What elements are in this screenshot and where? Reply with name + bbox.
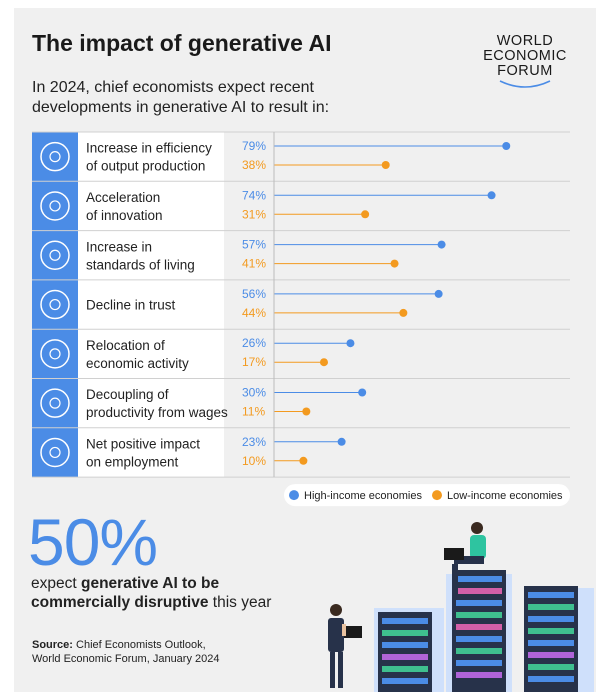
efficiency-icon: [40, 141, 70, 172]
legend-label: Low-income economies: [447, 490, 563, 502]
category-label: productivity from wages: [86, 405, 228, 420]
server-illustration: [328, 522, 594, 692]
legend-dot: [289, 490, 299, 501]
wages-icon: [40, 388, 70, 418]
logo-line-1: WORLD: [496, 33, 554, 49]
legend-label: High-income economies: [304, 490, 422, 502]
server-rack-left-icon: [378, 612, 432, 692]
value-label: 79%: [242, 139, 266, 153]
category-label: Increase in: [86, 239, 152, 254]
value-dot: [487, 191, 496, 200]
stat-post: this year: [208, 594, 272, 611]
value-dot: [502, 142, 511, 150]
category-label: Increase in efficiency: [86, 141, 212, 156]
category-label: of output production: [86, 159, 205, 174]
stat-description: expect generative AI to be commercially …: [31, 574, 311, 612]
category-label: Acceleration: [86, 190, 160, 205]
value-dot: [358, 388, 367, 397]
value-dot: [437, 240, 446, 249]
relocation-icon: [40, 339, 70, 369]
value-label: 17%: [242, 355, 266, 369]
living-standards-icon-inner: [49, 249, 61, 261]
value-dot: [399, 308, 408, 317]
page-title: The impact of generative AI: [32, 30, 332, 56]
value-dot: [390, 259, 399, 268]
value-label: 10%: [242, 454, 266, 468]
subtitle: In 2024, chief economists expect recent …: [32, 79, 330, 116]
innovation-icon-inner: [49, 200, 61, 212]
stat-pre: expect: [31, 575, 81, 592]
value-dot: [434, 289, 443, 298]
value-label: 26%: [242, 336, 266, 350]
value-dot: [299, 456, 308, 465]
server-rack-right-icon: [524, 586, 578, 692]
value-dot: [361, 210, 370, 219]
living-standards-icon: [40, 240, 70, 270]
infographic-card: The impact of generative AI In 2024, chi…: [14, 8, 596, 692]
standing-person-icon: [328, 604, 362, 688]
value-dot: [302, 407, 311, 416]
category-label: of innovation: [86, 208, 163, 223]
stat-bold: generative AI to be commercially disrupt…: [31, 575, 220, 611]
value-label: 31%: [242, 207, 266, 221]
source-note: Source: Chief Economists Outlook, World …: [32, 638, 220, 666]
server-rack-middle-icon: [452, 570, 506, 692]
logo-line-2: ECONOMIC: [483, 48, 567, 64]
source-line-2: World Economic Forum, January 2024: [32, 653, 220, 665]
source-label: Source:: [32, 639, 73, 651]
value-label: 11%: [242, 405, 265, 419]
value-dot: [319, 358, 328, 367]
logo-line-3: FORUM: [497, 63, 553, 79]
value-label: 57%: [242, 238, 266, 252]
category-label: Decoupling of: [86, 387, 169, 402]
innovation-icon: [40, 191, 70, 221]
category-label: Decline in trust: [86, 298, 176, 313]
dot-plot-chart: Increase in efficiency of output producti…: [32, 131, 570, 507]
big-stat-value: 50%: [28, 505, 158, 579]
sitting-person-icon: [444, 522, 486, 594]
value-label: 74%: [242, 188, 266, 202]
wef-logo: WORLD ECONOMIC FORUM: [470, 34, 580, 97]
efficiency-icon-inner: [49, 151, 61, 163]
category-label: Relocation of: [86, 338, 165, 353]
source-line-1: Chief Economists Outlook,: [76, 639, 206, 651]
value-label: 38%: [242, 158, 266, 172]
employment-icon-inner: [49, 446, 61, 459]
value-label: 30%: [242, 386, 266, 400]
category-label: standards of living: [86, 257, 195, 272]
wages-icon-inner: [49, 397, 61, 409]
value-dot: [346, 339, 355, 348]
icon-column: [32, 132, 78, 478]
value-label: 41%: [242, 257, 266, 271]
value-label: 44%: [242, 306, 266, 320]
value-dot: [381, 161, 390, 169]
legend-box: [284, 484, 570, 507]
value-label: 23%: [242, 435, 266, 449]
label-panel: [78, 132, 224, 478]
category-label: economic activity: [86, 356, 189, 371]
legend-dot: [432, 490, 442, 501]
logo-arc: [499, 80, 551, 88]
employment-icon: [40, 437, 70, 468]
category-label: Net positive impact: [86, 436, 200, 451]
category-label: on employment: [86, 454, 179, 469]
trust-icon: [40, 289, 70, 320]
value-label: 56%: [242, 287, 266, 301]
relocation-icon-inner: [49, 348, 61, 360]
trust-icon-inner: [49, 298, 61, 311]
value-dot: [337, 437, 346, 446]
